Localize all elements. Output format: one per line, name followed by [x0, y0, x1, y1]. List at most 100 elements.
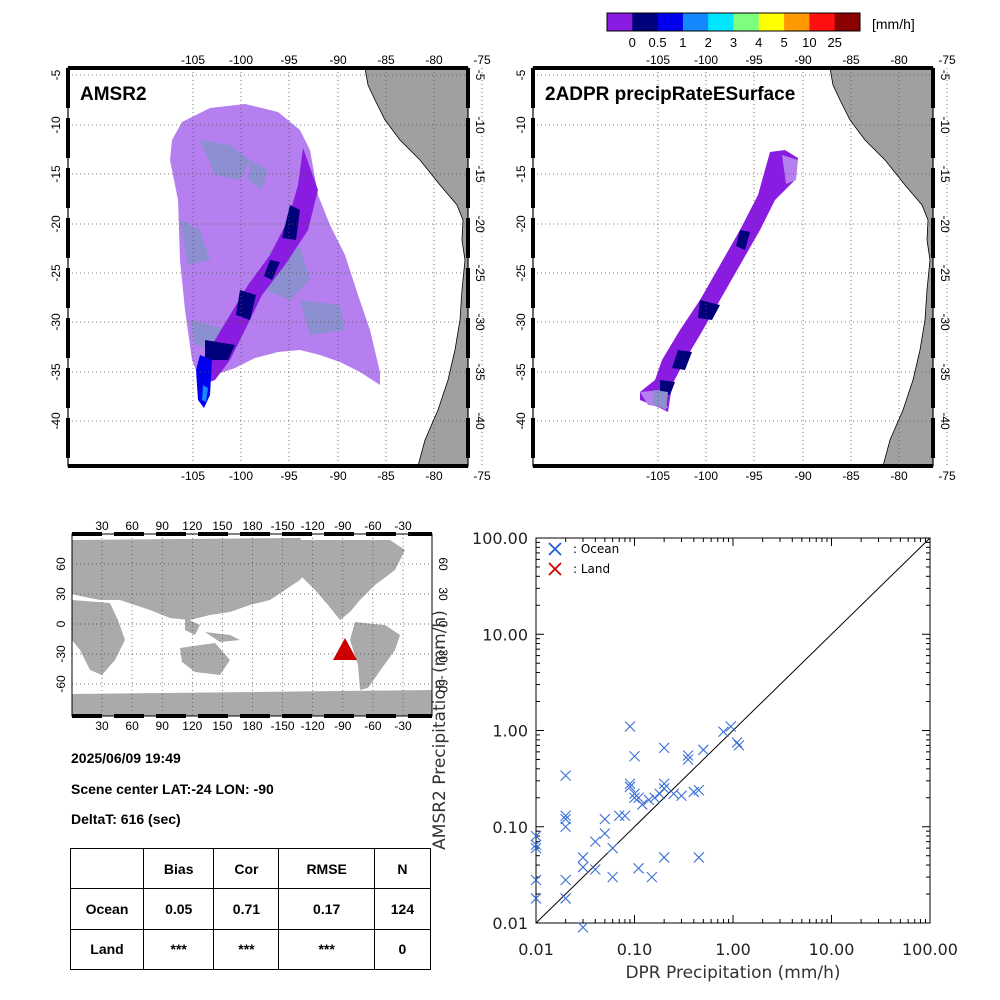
dpr-lon-label-bottom: -95 — [745, 469, 763, 483]
colorbar-cell — [708, 13, 734, 31]
data-point — [530, 839, 542, 851]
amsr2-lon-label-bottom: -100 — [229, 469, 253, 483]
world-lon-label-bottom: 30 — [95, 719, 109, 733]
world-lon-label-bottom: -150 — [271, 719, 295, 733]
dpr-lat-label-left: -15 — [514, 165, 528, 183]
colorbar-tick-label: 3 — [730, 35, 737, 50]
dpr-lon-label-top: -85 — [842, 53, 860, 67]
world-lon-label-top: 90 — [156, 519, 170, 533]
data-point — [676, 790, 687, 802]
colorbar-cell — [809, 13, 836, 31]
scatter-xlabel: DPR Precipitation (mm/h) — [625, 963, 840, 983]
amsr2-lon-label-bottom: -90 — [329, 469, 347, 483]
dpr-lon-label-bottom: -100 — [694, 469, 718, 483]
dpr-lon-label-top: -95 — [745, 53, 763, 67]
world-lon-label-bottom: -90 — [334, 719, 352, 733]
ocean-n: 124 — [373, 888, 432, 930]
dpr-lon-label-bottom: -105 — [646, 469, 670, 483]
data-point — [560, 893, 572, 904]
data-point — [530, 842, 542, 854]
legend-marker — [548, 542, 562, 556]
amsr2-lon-label-top: -75 — [473, 53, 491, 67]
dpr-lon-label-top: -80 — [890, 53, 908, 67]
one-to-one-line — [535, 537, 931, 924]
data-point — [560, 821, 572, 833]
data-point — [633, 792, 644, 804]
amsr2-lat-label-right: -40 — [473, 412, 487, 430]
world-lat-label-left: 0 — [54, 620, 68, 627]
data-point — [577, 861, 589, 873]
scatter-legend: : Ocean: Land — [548, 542, 619, 576]
dpr-lon-label-top: -75 — [938, 53, 956, 67]
land-n: 0 — [373, 928, 432, 971]
world-lon-label-top: -30 — [394, 519, 412, 533]
dpr-lat-label-right: -10 — [938, 116, 952, 134]
colorbar-cell — [657, 13, 684, 31]
south-america-coast — [364, 68, 468, 466]
table-row: Land *** *** *** 0 — [70, 928, 432, 971]
colorbar-cell — [784, 13, 810, 31]
x-tick-label: 10.00 — [809, 940, 855, 959]
dpr-lat-label-left: -20 — [514, 215, 528, 233]
data-point — [636, 799, 648, 810]
amsr2-lon-label-bottom: -95 — [280, 469, 298, 483]
scene-location-marker — [333, 638, 357, 660]
dpr-lat-label-left: -40 — [514, 412, 528, 430]
land-rmse: *** — [278, 928, 375, 971]
world-lat-label-left: 60 — [54, 557, 68, 571]
amsr2-lat-label-left: -10 — [49, 116, 63, 134]
data-point — [607, 871, 619, 883]
world-lat-label-right: 30 — [436, 587, 450, 601]
data-point — [530, 874, 542, 886]
data-point — [693, 784, 705, 796]
amsr2-lat-label-left: -15 — [49, 165, 63, 183]
amsr2-lat-label-right: -15 — [473, 165, 487, 183]
y-tick-label: 0.01 — [492, 914, 528, 933]
colorbar-cell — [758, 13, 785, 31]
header-cor: Cor — [213, 847, 280, 890]
x-tick-label: 0.01 — [518, 940, 554, 959]
amsr2-lat-label-right: -30 — [473, 313, 487, 331]
world-lon-label-bottom: 90 — [156, 719, 170, 733]
data-point — [589, 836, 601, 848]
y-tick-label: 10.00 — [482, 625, 528, 644]
colorbar-tick-label: 4 — [755, 35, 762, 50]
amsr2-lat-label-right: -35 — [473, 363, 487, 381]
x-tick-label: 0.10 — [617, 940, 653, 959]
data-point — [613, 810, 625, 822]
table-corner-cell — [70, 847, 144, 890]
data-point — [560, 810, 572, 822]
amsr2-lat-label-left: -20 — [49, 215, 63, 233]
ocean-rmse: 0.17 — [278, 888, 375, 930]
scene-delta-t: DeltaT: 616 (sec) — [71, 811, 181, 827]
colorbar: 0 0.5 1 2 3 4 5 10 25 [mm/h] — [606, 12, 915, 50]
amsr2-lat-label-left: -40 — [49, 412, 63, 430]
dpr-lat-label-right: -5 — [938, 70, 952, 81]
data-point — [718, 726, 729, 738]
amsr2-lon-label-top: -80 — [425, 53, 443, 67]
world-lon-label-bottom: 180 — [242, 719, 262, 733]
colorbar-cell — [834, 13, 861, 31]
y-tick-label: 100.00 — [472, 529, 528, 548]
colorbar-tick-label: 2 — [705, 35, 712, 50]
world-lon-label-bottom: 60 — [125, 719, 139, 733]
dpr-lat-label-right: -30 — [938, 313, 952, 331]
data-point — [649, 792, 660, 804]
world-landmasses — [72, 538, 432, 716]
data-point — [643, 794, 655, 806]
colorbar-cell — [682, 13, 709, 31]
amsr2-lat-label-left: -5 — [49, 69, 63, 80]
legend-marker — [548, 562, 562, 576]
data-point — [725, 721, 737, 732]
dpr-lat-label-left: -10 — [514, 116, 528, 134]
colorbar-tick-label: 25 — [827, 35, 841, 50]
world-locator-map: 30 30 60 60 90 90 120 120 150 150 180 180 -150 -150 -1… — [54, 519, 450, 733]
data-point — [530, 893, 542, 904]
world-lat-label-right: -30 — [436, 645, 450, 663]
dpr-lon-label-bottom: -85 — [842, 469, 860, 483]
dpr-lat-label-left: -5 — [514, 69, 528, 80]
amsr2-lat-label-left: -30 — [49, 313, 63, 331]
dpr-lon-label-top: -90 — [794, 53, 812, 67]
y-tick-label: 1.00 — [492, 722, 528, 741]
data-point — [693, 852, 705, 863]
